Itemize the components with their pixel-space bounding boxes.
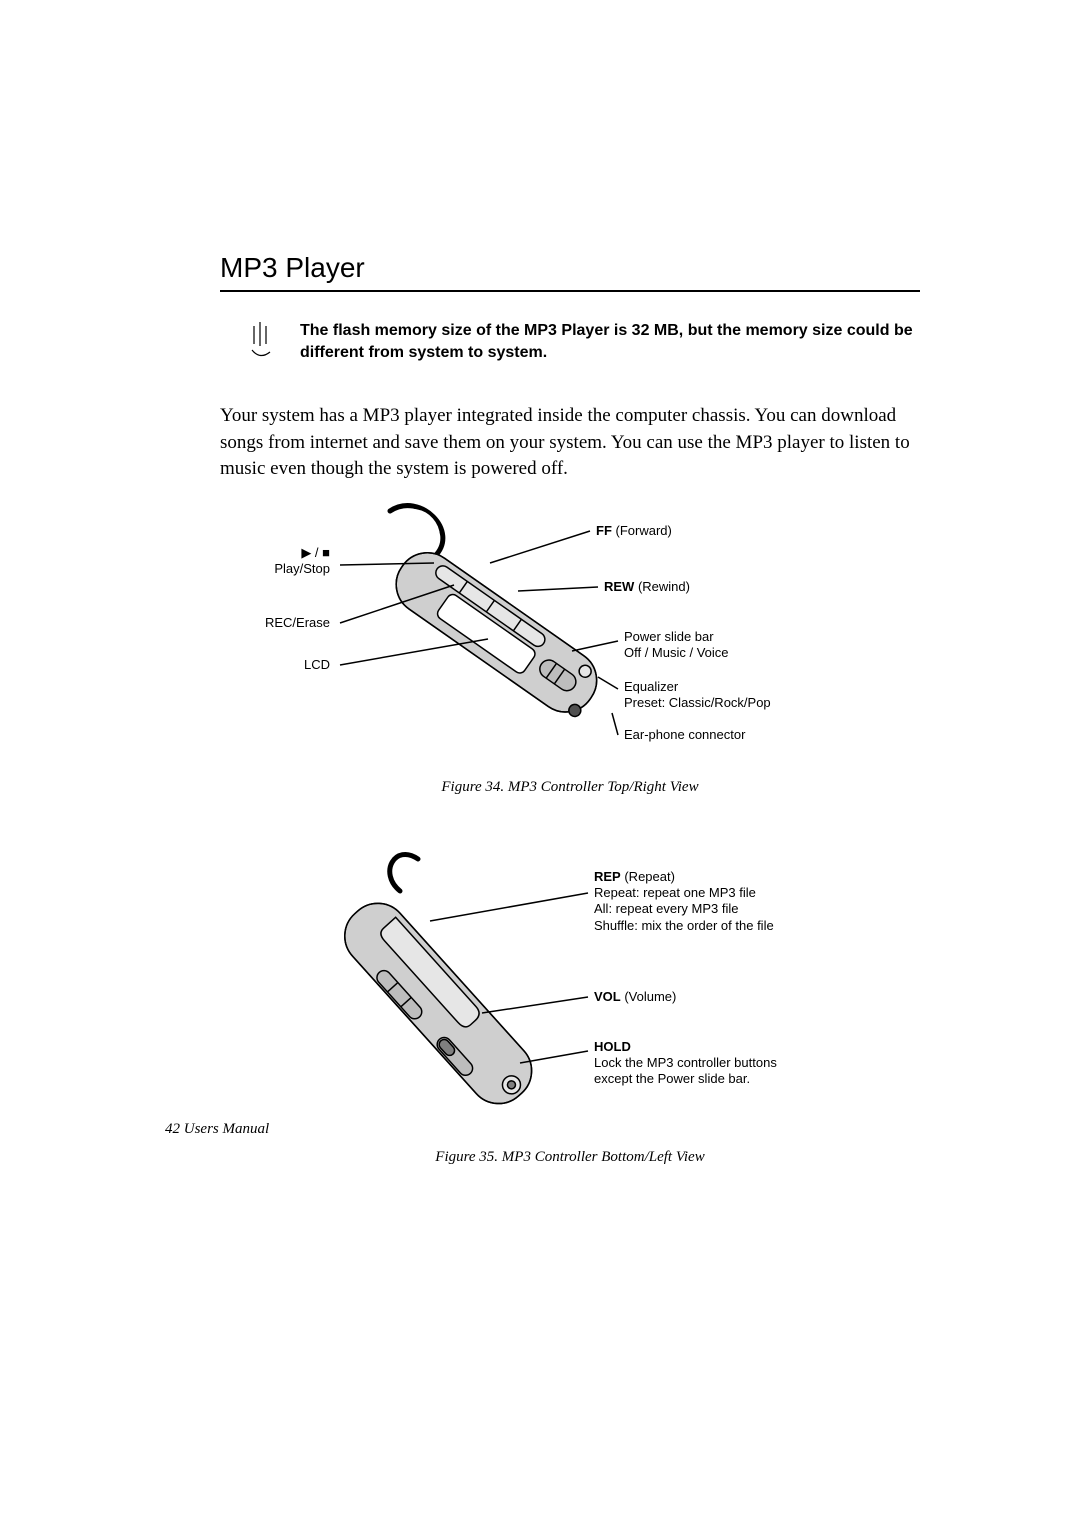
label-rew: REW (Rewind) [604,579,690,595]
figure-top-right-view: ▶ / ■ Play/Stop REC/Erase LCD FF (Forwar… [220,501,920,821]
play-stop-text: Play/Stop [220,561,330,577]
label-rew-bold: REW [604,579,634,594]
figure1-caption: Figure 34. MP3 Controller Top/Right View [220,779,920,796]
label-hold-l3: except the Power slide bar. [594,1071,777,1087]
label-vol-rest: (Volume) [621,989,677,1004]
body-paragraph: Your system has a MP3 player integrated … [220,403,920,483]
page-footer: 42 Users Manual [165,1120,269,1138]
label-vol: VOL (Volume) [594,989,676,1005]
label-eq-l2: Preset: Classic/Rock/Pop [624,695,771,711]
label-eq-l1: Equalizer [624,679,771,695]
label-power-l1: Power slide bar [624,629,729,645]
mp3-controller-bottom-svg [220,851,920,1161]
label-lcd: LCD [220,657,330,673]
label-ff-rest: (Forward) [612,523,672,538]
note-block: The flash memory size of the MP3 Player … [248,320,920,363]
label-ff-bold: FF [596,523,612,538]
label-vol-bold: VOL [594,989,621,1004]
label-play-stop: ▶ / ■ Play/Stop [220,545,330,578]
footer-text: 42 Users Manual [165,1121,269,1137]
title-rule [220,290,920,292]
label-rep-bold: REP [594,869,621,884]
label-rep-rest: (Repeat) [621,869,675,884]
label-rec-erase: REC/Erase [220,615,330,631]
page: MP3 Player The flash memory size of the … [0,0,1080,1528]
label-hold-bold: HOLD [594,1039,777,1055]
content-area: MP3 Player The flash memory size of the … [220,252,920,1181]
label-rep-l4: Shuffle: mix the order of the file [594,918,774,934]
label-rep-l3: All: repeat every MP3 file [594,901,774,917]
label-power-slide: Power slide bar Off / Music / Voice [624,629,729,662]
note-text: The flash memory size of the MP3 Player … [300,320,920,363]
figure2-caption: Figure 35. MP3 Controller Bottom/Left Vi… [220,1149,920,1166]
label-hold-l2: Lock the MP3 controller buttons [594,1055,777,1071]
label-earphone: Ear-phone connector [624,727,745,743]
label-rep-l2: Repeat: repeat one MP3 file [594,885,774,901]
play-stop-symbol: ▶ / ■ [220,545,330,561]
label-ff: FF (Forward) [596,523,672,539]
section-title: MP3 Player [220,252,920,284]
figure-bottom-left-view: REP (Repeat) Repeat: repeat one MP3 file… [220,851,920,1181]
label-rep: REP (Repeat) Repeat: repeat one MP3 file… [594,869,774,934]
note-icon [248,320,282,362]
label-equalizer: Equalizer Preset: Classic/Rock/Pop [624,679,771,712]
label-rew-rest: (Rewind) [634,579,690,594]
label-power-l2: Off / Music / Voice [624,645,729,661]
label-hold: HOLD Lock the MP3 controller buttons exc… [594,1039,777,1088]
